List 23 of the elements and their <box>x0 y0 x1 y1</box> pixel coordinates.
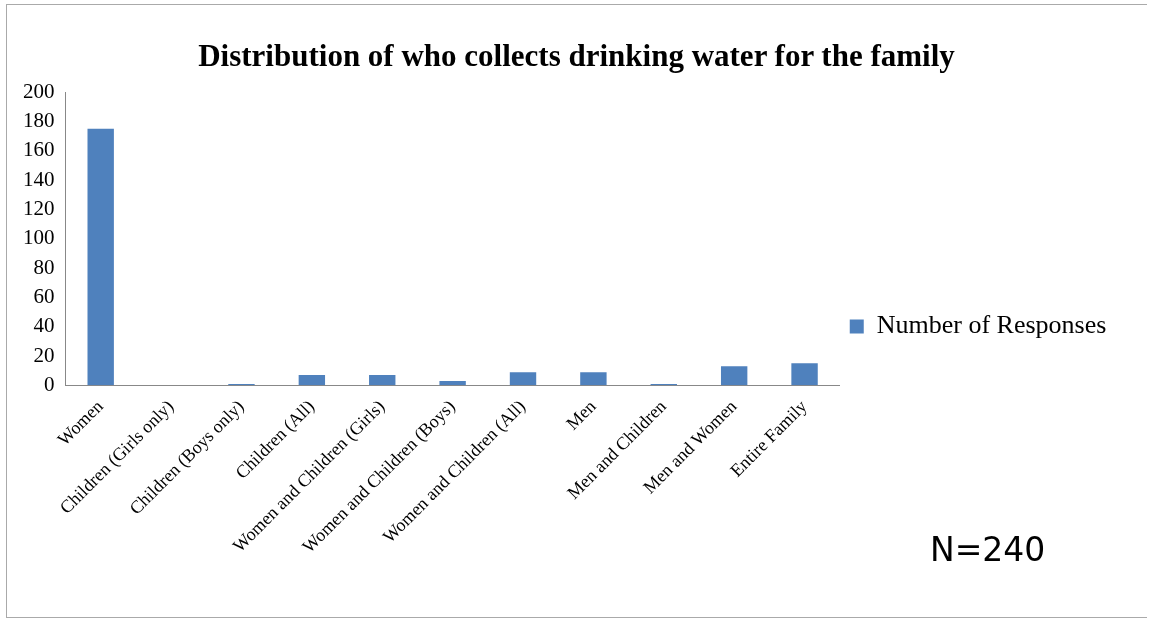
y-tick-label: 20 <box>33 342 55 367</box>
y-tick-label: 200 <box>23 78 55 103</box>
y-tick-label: 80 <box>33 254 55 279</box>
bar <box>509 372 537 386</box>
x-tick-label: Men <box>562 396 600 434</box>
y-tick-label: 100 <box>23 225 55 250</box>
chart-title: Distribution of who collects drinking water for the family <box>197 38 956 74</box>
bar <box>580 372 607 386</box>
bar <box>298 375 326 386</box>
bar <box>720 366 748 386</box>
y-tick-label: 40 <box>33 313 55 338</box>
bar <box>439 380 466 386</box>
bar <box>369 375 396 386</box>
text: N=240 <box>930 530 1046 569</box>
y-tick-label: 120 <box>23 195 55 220</box>
y-tick-label: 60 <box>33 283 55 308</box>
y-tick-label: 160 <box>23 137 55 162</box>
legend-label: Number of Responses <box>876 310 1107 340</box>
y-tick-label: 180 <box>23 107 55 132</box>
y-tick-label: 0 <box>44 371 55 396</box>
bar <box>87 128 114 386</box>
bar <box>791 363 818 386</box>
y-tick-label: 140 <box>23 166 55 191</box>
